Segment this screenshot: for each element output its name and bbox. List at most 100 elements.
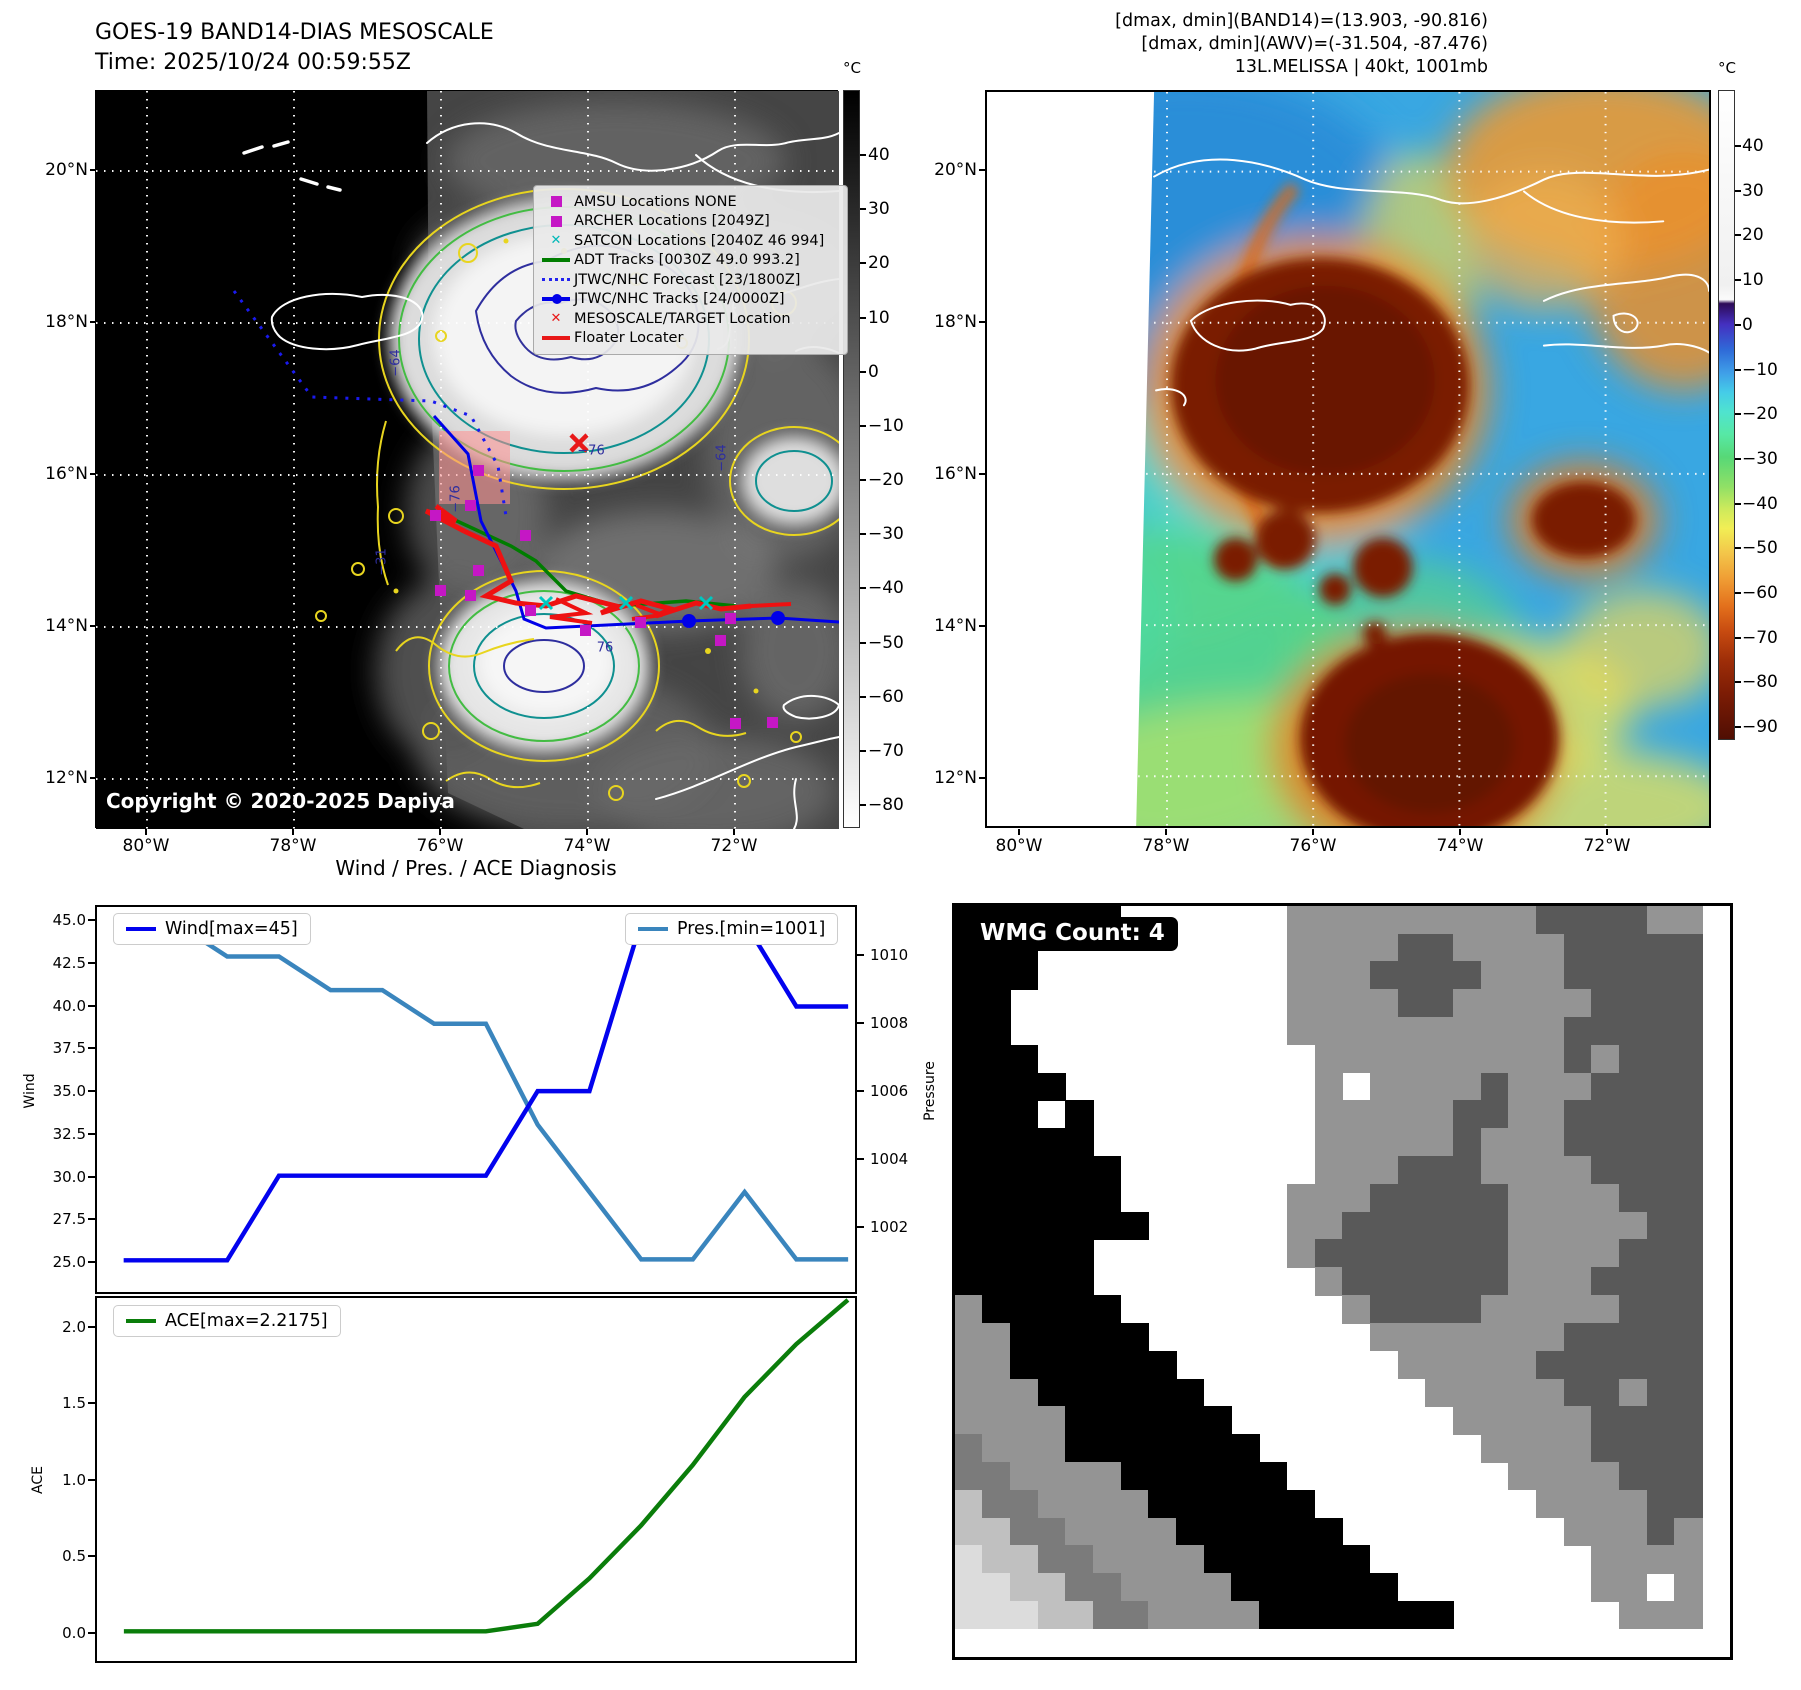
wmg-cell [1120, 1573, 1150, 1602]
wmg-cell [1369, 1322, 1399, 1352]
wmg-cell [1480, 1434, 1509, 1463]
tick-mark [88, 1175, 95, 1178]
wmg-cell [1065, 1156, 1094, 1185]
wmg-cell [1314, 1128, 1343, 1157]
wmg-cell [1203, 1406, 1233, 1435]
line-legend-icon [538, 336, 574, 341]
wmg-cell [1618, 1378, 1648, 1407]
wmg-cell [1065, 1267, 1094, 1296]
ace-chart[interactable] [95, 1296, 857, 1663]
wmg-cell [1176, 1489, 1205, 1519]
wmg-cell [1563, 961, 1592, 990]
wmg-cell [1148, 1461, 1177, 1491]
wmg-cell [1120, 1406, 1150, 1435]
ace-ytick: 0.0 [62, 1623, 86, 1642]
wmg-cell [1314, 1573, 1343, 1602]
wmg-cell [1591, 961, 1620, 990]
legend-item: ADT Tracks [0030Z 49.0 993.2] [538, 251, 841, 271]
wmg-cell [1563, 1072, 1592, 1101]
wmg-cell [1425, 1100, 1454, 1129]
tick-mark [1735, 726, 1741, 729]
wmg-cell [1674, 1016, 1703, 1046]
wind-line-swatch [126, 926, 156, 932]
wmg-cell [1176, 1573, 1205, 1602]
wmg-cell [1010, 1517, 1039, 1547]
wmg-cell [955, 1517, 983, 1547]
wmg-cell [1674, 1573, 1703, 1602]
wmg-cell [1535, 933, 1565, 962]
awv-imagery [987, 92, 1709, 826]
wmg-cell [1314, 906, 1343, 935]
wmg-cell [1480, 961, 1509, 990]
wmg-cell [1452, 1044, 1482, 1074]
wmg-cell [1120, 1322, 1150, 1352]
wmg-cell [1342, 1211, 1371, 1241]
tick-mark [860, 262, 866, 265]
wmg-cell [1037, 1489, 1066, 1519]
wmg-cell [955, 1072, 983, 1101]
map-title-line2: Time: 2025/10/24 00:59:55Z [95, 50, 411, 75]
wmg-cell [1037, 1573, 1066, 1602]
wind-pressure-chart[interactable] [95, 905, 857, 1294]
awv-satellite-map[interactable] [985, 90, 1711, 828]
wmg-cell [1231, 1517, 1260, 1547]
wmg-cell [1674, 1378, 1703, 1407]
wmg-cell [1508, 1100, 1537, 1129]
tick-mark [88, 1555, 95, 1558]
wmg-cell [1674, 1267, 1703, 1296]
wmg-cell [1674, 1183, 1703, 1213]
wmg-cell [1314, 1016, 1343, 1046]
wmg-cell [982, 1406, 1011, 1435]
wmg-cell [1286, 961, 1316, 990]
band14-cbar-tick: 40 [868, 145, 890, 165]
wmg-cell [1618, 1461, 1648, 1491]
band14-cbar-tick: 0 [868, 361, 879, 382]
legend-item: ✕ SATCON Locations [2040Z 46 994] [538, 231, 841, 251]
tick-mark [860, 695, 866, 698]
tick-mark [292, 829, 294, 835]
ace-axis-label: ACE [30, 1466, 46, 1494]
wmg-cell [1342, 933, 1371, 962]
pres-ytick: 1002 [870, 1218, 909, 1236]
wmg-cell [1342, 1128, 1371, 1157]
wmg-cell [1010, 1183, 1039, 1213]
wmg-cell [1618, 961, 1648, 990]
awv-cbar-tick: −90 [1742, 717, 1778, 738]
wind-ytick: 32.5 [52, 1124, 86, 1143]
band14-satellite-map[interactable]: Copyright © 2020-2025 Dapiya AMSU Locati… [95, 90, 848, 829]
awv-cbar-tick: −20 [1742, 404, 1778, 425]
wmg-cell [1591, 989, 1620, 1018]
wmg-cell [1646, 1601, 1675, 1630]
wmg-cell [1508, 989, 1537, 1018]
dmax-dmin-awv: [dmax, dmin](AWV)=(-31.504, -87.476) [1141, 34, 1488, 54]
wmg-cell [1397, 1601, 1426, 1630]
wmg-cell [1452, 1295, 1482, 1324]
wmg-cell [1508, 1183, 1537, 1213]
wmg-cell [1120, 1601, 1150, 1630]
wmg-cell [1065, 1489, 1094, 1519]
wmg-mask-panel[interactable]: WMG Count: 4 [952, 903, 1733, 1660]
wmg-cell [1646, 1545, 1675, 1574]
jtwc-track [432, 414, 839, 630]
band14-cbar-tick: 30 [868, 199, 890, 220]
wmg-cell [1480, 1267, 1509, 1296]
ace-legend: ACE[max=2.2175] [113, 1305, 341, 1337]
band14-lon-tick: 72°W [710, 836, 758, 856]
wmg-cell [1342, 1295, 1371, 1324]
wmg-cell [1120, 1434, 1150, 1463]
wmg-cell [1591, 1434, 1620, 1463]
wmg-cell [1425, 989, 1454, 1018]
wmg-cell [1342, 1156, 1371, 1185]
wmg-cell [1010, 1100, 1039, 1129]
wmg-cell [955, 1100, 983, 1129]
wmg-cell [1618, 1044, 1648, 1074]
tick-mark [860, 424, 866, 427]
wmg-cell [1176, 1545, 1205, 1574]
wmg-cell [1342, 1100, 1371, 1129]
wmg-cell [1508, 1350, 1537, 1380]
awv-cbar-tick: −40 [1742, 493, 1778, 514]
wmg-cell [1176, 1601, 1205, 1630]
band14-cbar-tick: −10 [868, 415, 904, 436]
wmg-cell [1065, 1100, 1094, 1129]
wmg-count-badge: WMG Count: 4 [967, 917, 1178, 951]
